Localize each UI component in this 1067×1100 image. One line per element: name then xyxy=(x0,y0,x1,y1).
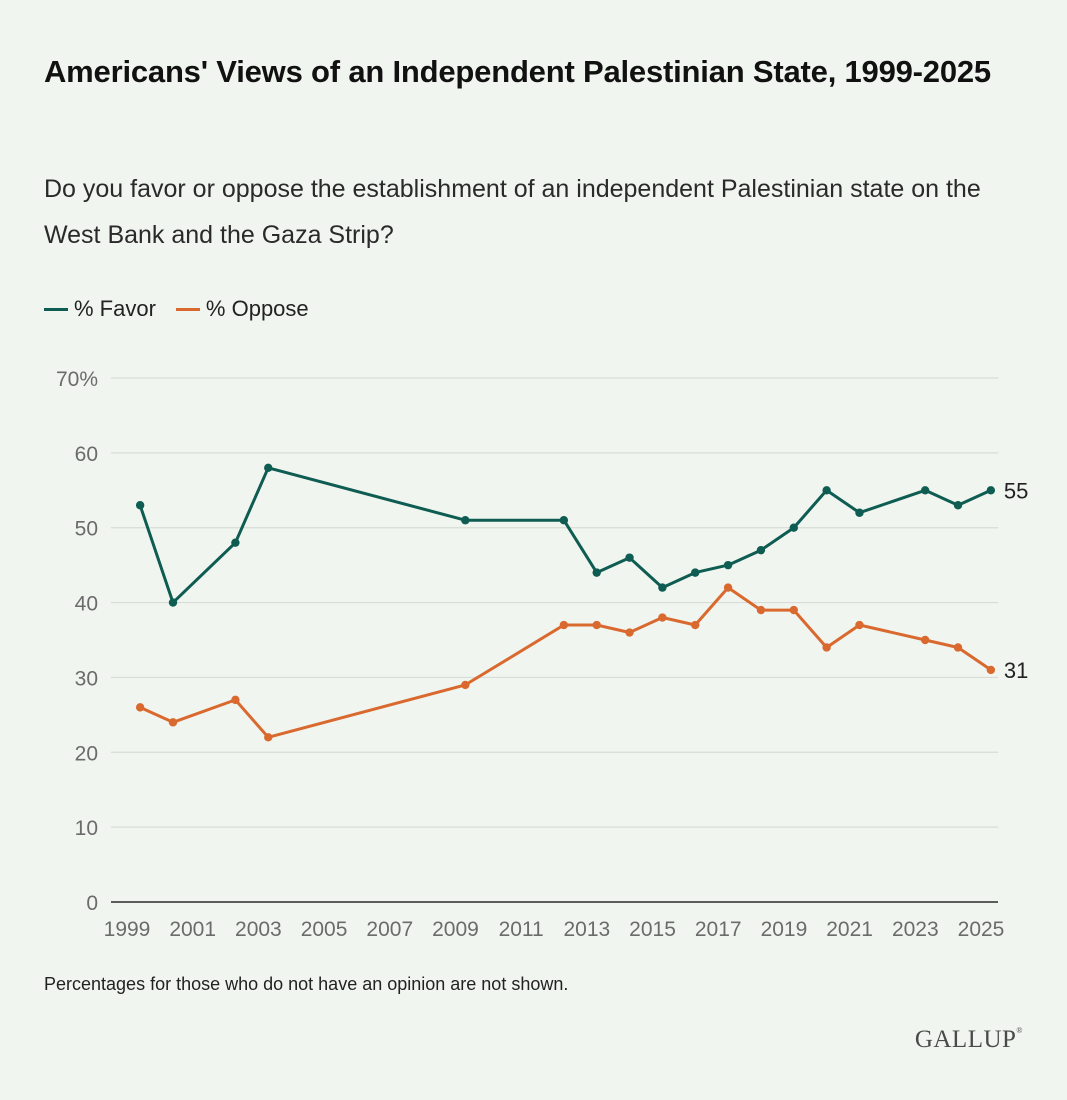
x-tick-label-2007: 2007 xyxy=(366,918,413,941)
x-tick-label-2009: 2009 xyxy=(432,918,479,941)
footnote: Percentages for those who do not have an… xyxy=(44,974,569,994)
series-line-oppose xyxy=(138,586,993,739)
data-point-oppose-8 xyxy=(658,613,667,622)
data-point-oppose-3 xyxy=(264,733,273,742)
data-point-favor-0 xyxy=(135,501,145,510)
x-tick-label-2011: 2011 xyxy=(499,918,544,941)
legend-item-favor: % Favor xyxy=(44,296,156,322)
legend-item-oppose: % Oppose xyxy=(175,296,309,322)
y-tick-label-70: 70% xyxy=(56,368,98,391)
y-tick-label-0: 0 xyxy=(86,892,98,915)
x-tick-label-2013: 2013 xyxy=(563,918,610,941)
data-point-favor-14 xyxy=(855,508,864,517)
data-point-favor-6 xyxy=(592,568,601,577)
series-line-favor xyxy=(138,466,993,605)
data-point-oppose-10 xyxy=(723,583,733,592)
legend-swatch-favor xyxy=(44,307,68,311)
y-tick-label-20: 20 xyxy=(75,742,98,765)
data-point-favor-7 xyxy=(625,553,634,562)
y-tick-label-30: 30 xyxy=(75,667,98,690)
y-tick-label-50: 50 xyxy=(75,518,98,541)
registered-mark: ® xyxy=(1016,1026,1023,1035)
data-point-favor-2 xyxy=(231,538,240,547)
data-point-oppose-15 xyxy=(920,635,930,645)
x-tick-label-2017: 2017 xyxy=(695,918,742,941)
x-tick-label-2001: 2001 xyxy=(169,918,216,941)
data-point-favor-9 xyxy=(691,568,700,577)
gallup-logo: GALLUP® xyxy=(915,1026,1023,1054)
chart-subtitle: Do you favor or oppose the establishment… xyxy=(44,175,981,249)
x-tick-label-2023: 2023 xyxy=(892,918,939,941)
data-point-favor-5 xyxy=(559,516,569,525)
data-point-favor-10 xyxy=(723,560,733,570)
data-point-oppose-6 xyxy=(592,620,601,630)
legend-label-favor: % Favor xyxy=(74,296,156,321)
x-tick-label-2005: 2005 xyxy=(301,918,348,941)
data-point-oppose-1 xyxy=(168,718,178,727)
x-tick-label-2025: 2025 xyxy=(958,918,1005,941)
data-point-oppose-9 xyxy=(691,620,700,630)
data-point-oppose-16 xyxy=(953,643,963,652)
data-point-favor-13 xyxy=(822,486,831,495)
data-point-oppose-2 xyxy=(231,695,240,705)
data-point-favor-4 xyxy=(461,516,470,525)
data-point-oppose-13 xyxy=(822,643,831,652)
y-tick-label-60: 60 xyxy=(75,443,98,466)
x-tick-label-2003: 2003 xyxy=(235,918,282,941)
data-point-oppose-0 xyxy=(135,703,145,712)
legend-label-oppose: % Oppose xyxy=(205,296,309,321)
data-point-favor-17 xyxy=(986,486,996,495)
data-point-favor-15 xyxy=(920,486,930,495)
data-point-oppose-7 xyxy=(625,628,634,637)
data-point-favor-1 xyxy=(168,598,178,607)
x-tick-label-2019: 2019 xyxy=(761,918,808,941)
data-point-oppose-14 xyxy=(855,620,864,630)
gallup-logo-text: GALLUP xyxy=(914,1026,1017,1053)
data-point-favor-16 xyxy=(953,501,963,510)
y-tick-label-10: 10 xyxy=(75,817,98,840)
x-tick-label-2015: 2015 xyxy=(629,918,676,941)
data-point-favor-8 xyxy=(658,583,667,592)
y-tick-label-40: 40 xyxy=(75,593,98,616)
data-point-oppose-17 xyxy=(986,665,996,675)
data-point-favor-12 xyxy=(789,523,798,532)
x-tick-label-2021: 2021 xyxy=(826,918,873,941)
data-point-favor-11 xyxy=(756,545,766,555)
end-label-favor: 55 xyxy=(1004,478,1028,503)
x-tick-label-1999: 1999 xyxy=(104,918,151,941)
data-point-oppose-4 xyxy=(461,680,470,690)
data-point-favor-3 xyxy=(264,463,273,473)
data-point-oppose-11 xyxy=(756,605,766,615)
legend: % Favor % Oppose xyxy=(44,296,329,322)
chart-title: Americans' Views of an Independent Pales… xyxy=(44,54,991,89)
legend-swatch-oppose xyxy=(175,307,200,311)
data-point-oppose-12 xyxy=(789,605,798,615)
data-point-oppose-5 xyxy=(559,620,569,630)
end-label-oppose: 31 xyxy=(1004,658,1028,683)
